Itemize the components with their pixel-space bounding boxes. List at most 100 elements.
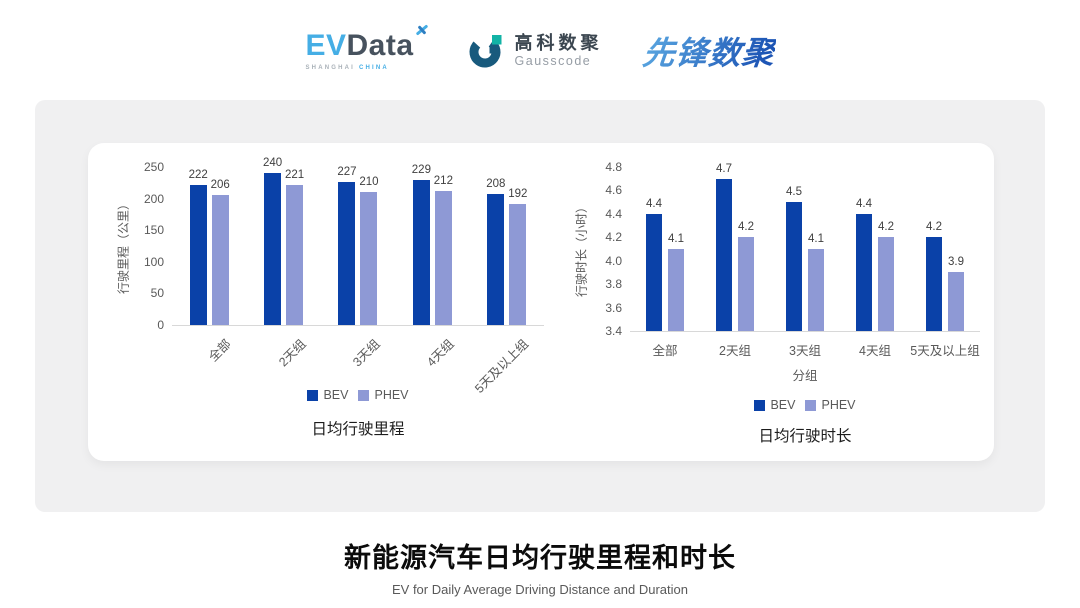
bar-bev: 222 (189, 169, 208, 325)
evdata-china-text: CHINA (358, 65, 389, 71)
legend-label-phev: PHEV (374, 388, 409, 402)
y-tick-label: 100 (143, 254, 164, 269)
y-tick-label: 50 (150, 286, 164, 301)
evdata-ev-text: EV (305, 29, 347, 62)
evdata-logo: EV Data SHANGHAI CHINA (305, 24, 428, 71)
legend-item-bev: BEV (307, 388, 348, 402)
y-tick-label: 200 (143, 191, 164, 206)
bar-phev: 212 (434, 175, 453, 325)
plot-area: 222 206 240 221 227 210 229 212 208 192 (172, 157, 544, 326)
bar-bev: 229 (412, 164, 431, 325)
gausscode-en-text: Gausscode (514, 54, 592, 69)
legend-item-phev: PHEV (805, 398, 856, 412)
chart-card: 行驶里程（公里） 0 50 100 150 200 250 222 206 240 221 227 21… (88, 143, 994, 461)
bar-phev: 4.2 (738, 221, 754, 331)
bar-value-label: 229 (411, 164, 431, 177)
plot-column: 4.4 4.1 4.7 4.2 4.5 4.1 4.4 4.2 4.2 3.9 全部 2天组 3天组 4天… (630, 163, 980, 461)
bar-bev: 240 (263, 157, 282, 325)
page-title: 新能源汽车日均行驶里程和时长 (344, 543, 736, 573)
bar-bev: 227 (337, 166, 357, 325)
gausscode-cn-text: 高科数聚 (514, 33, 603, 54)
evdata-subline: SHANGHAI CHINA (305, 65, 427, 71)
bar-value-label: 3.9 (948, 256, 964, 269)
bar-group: 222 206 (172, 167, 246, 325)
evdata-sparkle-icon (415, 23, 429, 37)
legend-label-bev: BEV (770, 398, 796, 412)
bar-value-label: 4.5 (786, 186, 802, 199)
pioneer-logo: 先锋数聚 (640, 28, 777, 74)
legend-swatch-bev (307, 389, 319, 401)
chart-title: 日均行驶里程 (311, 421, 405, 438)
bar-value-label: 206 (210, 178, 230, 191)
y-tick-label: 4.2 (605, 230, 622, 245)
chart-title: 日均行驶时长 (758, 428, 852, 445)
legend-swatch-phev (358, 389, 370, 401)
bar-value-label: 212 (433, 175, 453, 188)
x-category-labels: 全部 2天组 3天组 4天组 5天及以上组 (172, 326, 544, 396)
bar-group: 4.4 4.2 (840, 167, 910, 331)
bar-phev: 210 (359, 176, 379, 325)
bar-phev: 4.1 (668, 233, 684, 331)
evdata-wordmark: EV Data (305, 24, 428, 62)
x-category-label: 全部 (206, 336, 234, 365)
bar-value-label: 208 (486, 177, 506, 190)
x-category-label: 2天组 (719, 344, 751, 358)
gausscode-logo: 高科数聚 Gausscode (468, 32, 603, 70)
y-tick-label: 4.8 (605, 160, 622, 174)
bar-phev: 206 (211, 179, 230, 325)
bar-bev: 4.5 (786, 186, 802, 331)
bar-phev: 221 (285, 169, 304, 325)
legend-item-bev: BEV (754, 398, 795, 412)
y-tick-label: 3.6 (605, 300, 622, 315)
chart-panel: 行驶里程（公里） 0 50 100 150 200 250 222 206 240 221 227 21… (35, 100, 1045, 512)
y-tick-label: 0 (157, 318, 164, 332)
x-category-label: 2天组 (275, 336, 309, 370)
y-tick-label: 3.4 (605, 324, 622, 338)
duration-chart: 行驶时长（小时） 3.4 3.6 3.8 4.0 4.2 4.4 4.6 4.8 4.4 4.1 4.… (570, 160, 980, 461)
bar-value-label: 222 (188, 168, 208, 181)
distance-chart: 行驶里程（公里） 0 50 100 150 200 250 222 206 240 221 227 21… (112, 157, 544, 461)
x-category-label: 4天组 (859, 344, 891, 358)
bar-value-label: 227 (337, 165, 357, 178)
bar-phev: 3.9 (948, 256, 964, 331)
page-subtitle: EV for Daily Average Driving Distance an… (391, 582, 689, 597)
gausscode-text: 高科数聚 Gausscode (515, 33, 603, 68)
y-axis-title-text: 行驶里程（公里） (116, 197, 131, 295)
logo-row: EV Data SHANGHAI CHINA 高科数聚 Gausscode 先锋数… (0, 0, 1080, 82)
x-category-label: 4天组 (424, 336, 458, 370)
gausscode-g-icon (469, 35, 502, 68)
x-category-label: 3天组 (350, 336, 383, 370)
bar-group: 208 192 (470, 167, 544, 325)
bar-phev: 4.1 (808, 233, 824, 331)
y-axis-title-text: 行驶时长（小时） (574, 200, 589, 298)
legend-swatch-phev (805, 399, 817, 411)
legend-label-bev: BEV (323, 388, 349, 402)
y-tick-label: 3.8 (605, 277, 622, 292)
bar-bev: 208 (486, 178, 505, 325)
y-tick-label: 4.4 (605, 206, 622, 221)
x-category-label: 5天及以上组 (910, 344, 980, 358)
footer: 新能源汽车日均行驶里程和时长 EV for Daily Average Driv… (0, 536, 1080, 597)
y-tick-label: 4.0 (605, 253, 622, 268)
bar-value-label: 4.7 (716, 162, 732, 175)
legend: BEV PHEV (172, 388, 544, 402)
bar-value-label: 4.1 (668, 233, 684, 245)
y-tick-label: 150 (143, 223, 164, 238)
x-category-labels: 全部 2天组 3天组 4天组 5天及以上组 (630, 340, 980, 359)
y-axis-title: 行驶时长（小时） (570, 167, 592, 331)
bar-value-label: 210 (359, 176, 379, 189)
bar-value-label: 4.2 (878, 221, 894, 234)
bar-bev: 4.4 (646, 198, 662, 331)
x-category-label: 3天组 (789, 344, 821, 358)
legend-swatch-bev (754, 399, 766, 411)
y-axis-title: 行驶里程（公里） (112, 167, 134, 325)
bar-value-label: 4.2 (926, 221, 942, 234)
bar-group: 4.2 3.9 (910, 167, 980, 331)
legend-label-phev: PHEV (821, 398, 856, 412)
plot-area: 4.4 4.1 4.7 4.2 4.5 4.1 4.4 4.2 4.2 3.9 (630, 163, 980, 332)
bar-bev: 4.4 (856, 198, 872, 331)
legend: BEV PHEV (630, 398, 980, 412)
bar-group: 227 210 (321, 166, 395, 325)
bar-group: 4.4 4.1 (630, 167, 700, 331)
y-tick-label: 4.6 (605, 183, 622, 198)
